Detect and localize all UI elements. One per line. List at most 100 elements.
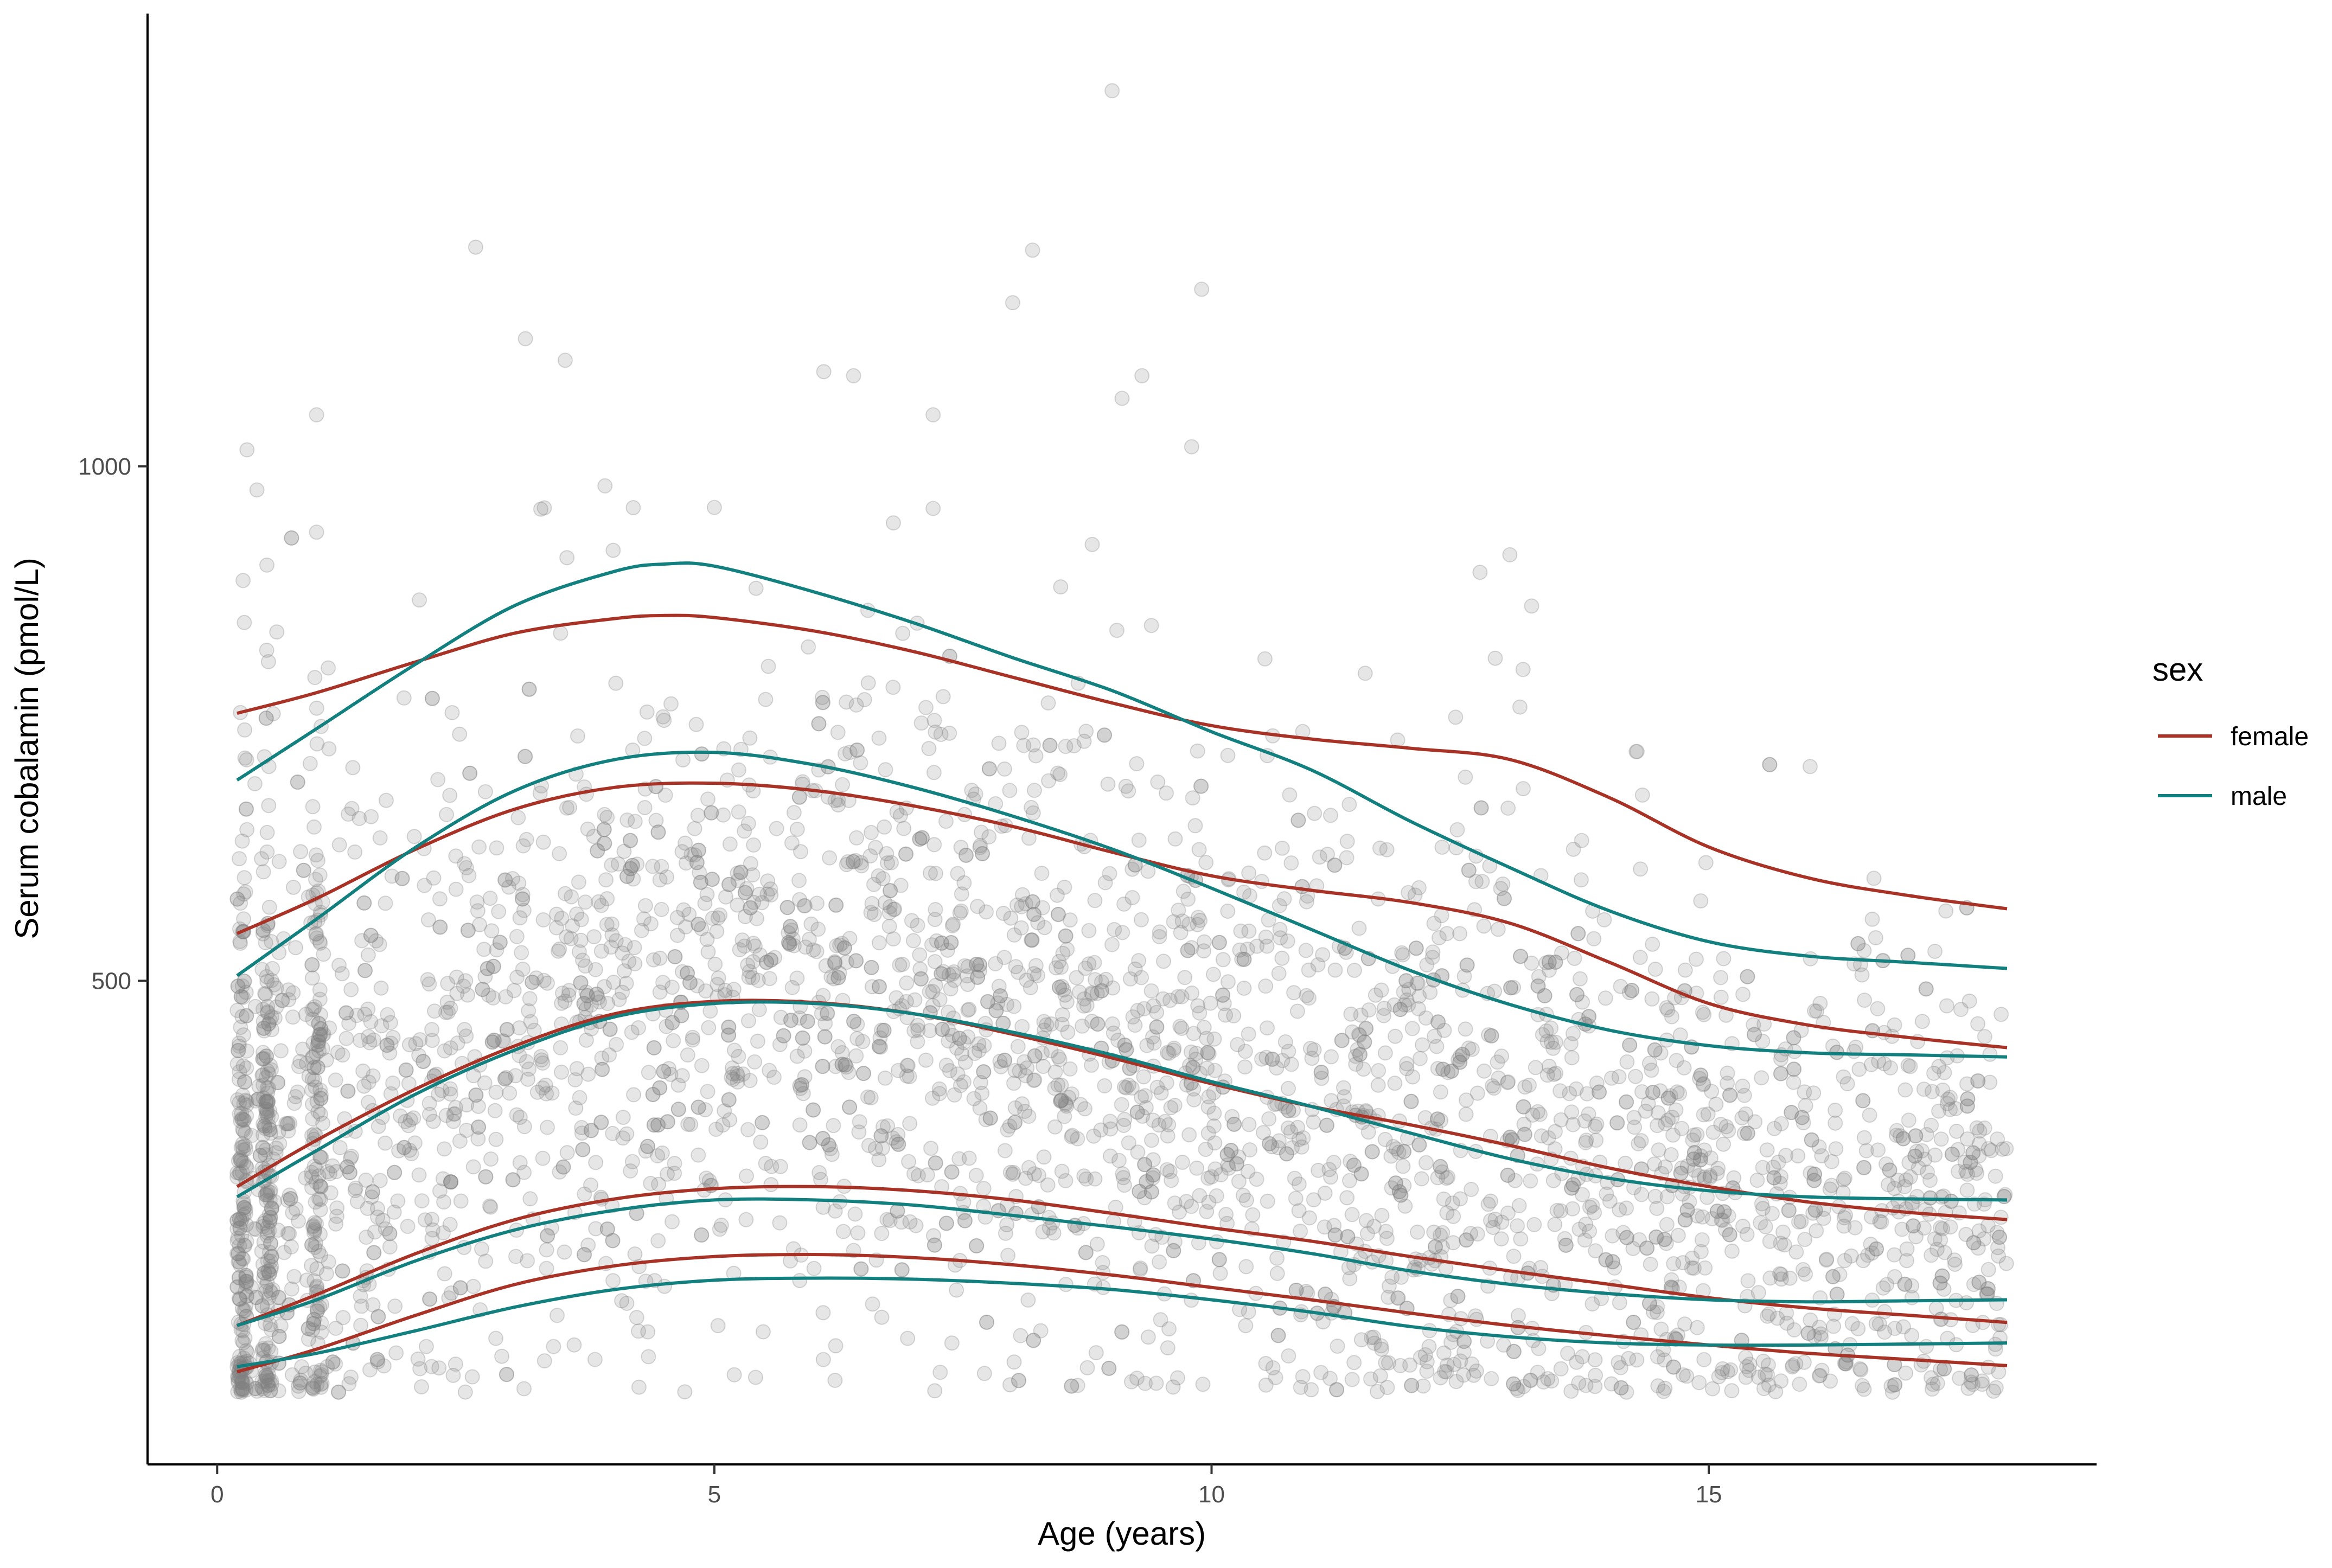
scatter-point xyxy=(443,1081,458,1097)
scatter-point xyxy=(1898,1172,1914,1188)
scatter-point xyxy=(1943,1193,1959,1209)
scatter-point xyxy=(1696,1076,1711,1092)
scatter-point xyxy=(861,1138,877,1153)
scatter-point xyxy=(258,1368,274,1384)
scatter-point xyxy=(1927,944,1943,959)
scatter-point xyxy=(263,1209,278,1225)
scatter-point xyxy=(412,1361,428,1377)
scatter-point xyxy=(583,1123,599,1138)
scatter-point xyxy=(1573,872,1589,888)
scatter-point xyxy=(553,1040,568,1055)
scatter-point xyxy=(605,1233,621,1249)
scatter-point xyxy=(387,1164,402,1180)
scatter-point xyxy=(1136,1001,1152,1016)
scatter-point xyxy=(1258,978,1274,994)
scatter-point xyxy=(1493,881,1509,897)
scatter-point xyxy=(1446,1208,1461,1224)
scatter-point xyxy=(1775,1224,1791,1240)
scatter-point xyxy=(580,1237,596,1253)
scatter-point xyxy=(259,1102,274,1117)
scatter-point xyxy=(1076,991,1092,1007)
scatter-point xyxy=(1566,1177,1581,1193)
scatter-point xyxy=(1283,1057,1299,1072)
scatter-point xyxy=(834,1045,850,1060)
scatter-point xyxy=(838,1057,853,1073)
scatter-point xyxy=(1937,1245,1952,1260)
scatter-point xyxy=(521,681,537,697)
scatter-point xyxy=(1283,855,1299,871)
scatter-point xyxy=(1698,855,1714,871)
scatter-point xyxy=(970,899,985,914)
scatter-point xyxy=(1000,1122,1015,1138)
scatter-point xyxy=(1116,1118,1132,1133)
scatter-point xyxy=(1882,1162,1897,1178)
scatter-point xyxy=(576,996,592,1012)
scatter-point xyxy=(271,1290,286,1305)
scatter-point xyxy=(1027,1048,1043,1064)
scatter-point xyxy=(1097,875,1113,891)
scatter-point xyxy=(1434,908,1449,924)
scatter-point xyxy=(1153,1085,1169,1101)
scatter-point xyxy=(850,1225,866,1241)
scatter-point xyxy=(927,954,943,969)
scatter-point xyxy=(763,887,779,903)
scatter-point xyxy=(783,919,798,935)
scatter-point xyxy=(785,931,801,947)
scatter-point xyxy=(1832,1266,1848,1282)
scatter-point xyxy=(1436,1191,1452,1207)
scatter-point xyxy=(656,713,672,728)
scatter-point xyxy=(847,1206,863,1222)
scatter-point xyxy=(1506,1343,1522,1359)
scatter-point xyxy=(1235,1188,1251,1203)
scatter-point xyxy=(306,1273,322,1289)
scatter-point xyxy=(1174,989,1190,1004)
scatter-point xyxy=(902,1214,918,1230)
scatter-point xyxy=(1577,1113,1593,1129)
scatter-point xyxy=(499,1367,514,1383)
scatter-point xyxy=(1186,1026,1202,1041)
scatter-point xyxy=(1417,1347,1433,1362)
scatter-point xyxy=(1925,1377,1941,1392)
scatter-point xyxy=(309,1303,325,1319)
scatter-point xyxy=(1649,1229,1664,1245)
scatter-point xyxy=(574,1120,590,1135)
scatter-point xyxy=(1329,1382,1345,1398)
scatter-point xyxy=(624,1154,640,1169)
scatter-point xyxy=(282,1116,298,1131)
scatter-point xyxy=(1430,1014,1446,1030)
scatter-point xyxy=(663,696,679,712)
scatter-point xyxy=(587,962,603,977)
scatter-point xyxy=(1110,1033,1126,1048)
scatter-point xyxy=(1006,927,1022,943)
scatter-point xyxy=(958,847,974,863)
scatter-point xyxy=(1167,831,1183,847)
scatter-point xyxy=(452,1133,468,1149)
scatter-point xyxy=(256,1020,272,1036)
scatter-point xyxy=(1785,1358,1800,1373)
scatter-point xyxy=(312,991,328,1007)
scatter-point xyxy=(953,903,969,919)
scatter-point xyxy=(533,501,548,517)
scatter-point xyxy=(235,1383,251,1398)
scatter-point xyxy=(1026,1166,1042,1182)
scatter-point xyxy=(1786,1061,1801,1077)
scatter-point xyxy=(237,974,252,989)
scatter-point xyxy=(1665,1127,1681,1143)
scatter-point xyxy=(1199,1060,1215,1076)
scatter-point xyxy=(979,1314,994,1330)
scatter-point xyxy=(1145,1167,1161,1183)
scatter-point xyxy=(935,1021,950,1037)
scatter-point xyxy=(316,946,331,962)
scatter-point xyxy=(754,895,770,911)
scatter-point xyxy=(471,1119,486,1135)
scatter-point xyxy=(308,847,324,863)
scatter-point xyxy=(970,969,986,985)
scatter-point xyxy=(1135,1109,1151,1124)
scatter-point xyxy=(1944,1147,1960,1162)
scatter-point xyxy=(1932,1275,1948,1291)
scatter-point xyxy=(1761,1377,1777,1393)
scatter-point xyxy=(1992,1230,2007,1245)
scatter-point xyxy=(1786,1030,1801,1046)
scatter-point xyxy=(1260,1020,1275,1036)
